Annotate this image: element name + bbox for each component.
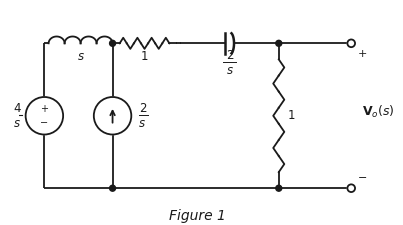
Text: $\mathbf{V}_{o}(s)$: $\mathbf{V}_{o}(s)$ [362, 104, 395, 119]
Text: Figure 1: Figure 1 [169, 209, 226, 223]
Text: 1: 1 [141, 50, 148, 63]
Circle shape [94, 97, 131, 135]
Circle shape [347, 184, 355, 192]
Text: 2: 2 [139, 102, 146, 115]
Text: −: − [40, 118, 48, 128]
Circle shape [110, 40, 116, 46]
Text: 2: 2 [226, 49, 233, 62]
Circle shape [347, 39, 355, 47]
Text: s: s [77, 50, 84, 63]
Text: s: s [14, 117, 20, 130]
Text: 4: 4 [13, 102, 21, 115]
Circle shape [276, 185, 282, 191]
Circle shape [110, 185, 116, 191]
Circle shape [276, 40, 282, 46]
Text: s: s [227, 64, 233, 77]
Circle shape [26, 97, 63, 135]
Text: +: + [40, 104, 48, 114]
Text: −: − [357, 173, 367, 182]
Text: s: s [139, 117, 145, 130]
Text: 1: 1 [288, 109, 296, 122]
Text: +: + [357, 49, 367, 59]
